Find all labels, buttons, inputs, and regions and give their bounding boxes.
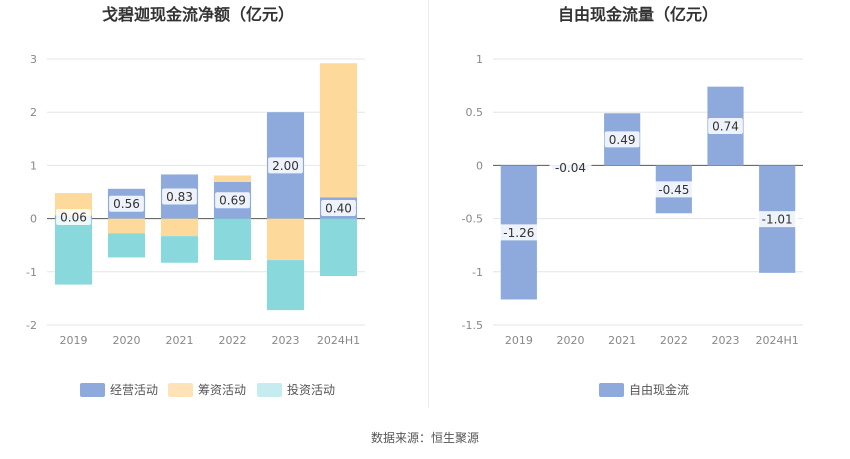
x-tick-label: 2022 bbox=[660, 334, 688, 347]
y-tick-label: -1 bbox=[26, 266, 37, 279]
data-label-bg bbox=[162, 188, 197, 205]
y-tick-label: 3 bbox=[30, 53, 37, 66]
bar-2 bbox=[213, 175, 252, 182]
legend-swatch bbox=[257, 383, 282, 397]
data-label: -0.45 bbox=[658, 183, 689, 197]
data-label: 0.40 bbox=[325, 201, 352, 215]
y-tick-label: 2 bbox=[30, 106, 37, 119]
bar-3 bbox=[266, 260, 305, 311]
bar-3 bbox=[107, 233, 146, 258]
data-label: -0.04 bbox=[555, 161, 586, 175]
legend-label: 筹资活动 bbox=[198, 383, 246, 397]
data-label-bg bbox=[652, 181, 695, 198]
data-label: -1.01 bbox=[762, 213, 793, 227]
y-tick-label: 0 bbox=[30, 213, 37, 226]
bar-3 bbox=[213, 218, 252, 261]
source-note: 数据来源：恒生聚源 bbox=[370, 431, 479, 445]
x-tick-label: 2019 bbox=[505, 334, 533, 347]
data-label-bg bbox=[549, 159, 592, 176]
y-tick-label: 0 bbox=[476, 159, 483, 172]
bar-3 bbox=[54, 218, 93, 285]
data-label-bg bbox=[497, 224, 540, 241]
y-tick-label: -1 bbox=[472, 266, 483, 279]
data-label: 0.49 bbox=[609, 133, 636, 147]
data-label-bg bbox=[756, 211, 799, 228]
x-tick-label: 2023 bbox=[712, 334, 740, 347]
bar-2 bbox=[160, 218, 199, 237]
x-tick-label: 2021 bbox=[608, 334, 636, 347]
data-label: 0.69 bbox=[219, 194, 246, 208]
y-tick-label: 1 bbox=[476, 53, 483, 66]
legend-label: 投资活动 bbox=[287, 382, 335, 397]
data-label: 0.74 bbox=[712, 120, 739, 134]
legend-swatch bbox=[80, 383, 105, 397]
data-label-bg bbox=[268, 157, 303, 174]
x-tick-label: 2024H1 bbox=[317, 334, 360, 347]
y-tick-label: -2 bbox=[26, 319, 37, 332]
y-tick-label: -0.5 bbox=[462, 213, 483, 226]
x-tick-label: 2020 bbox=[113, 334, 141, 347]
chart-title: 戈碧迦现金流净额（亿元） bbox=[102, 5, 294, 24]
chart-title: 自由现金流量（亿元） bbox=[558, 5, 718, 24]
panel-divider bbox=[428, 0, 429, 408]
y-tick-label: -1.5 bbox=[462, 319, 483, 332]
bar-2 bbox=[266, 218, 305, 261]
data-label: 2.00 bbox=[272, 159, 299, 173]
data-label-bg bbox=[604, 131, 640, 148]
legend-label: 经营活动 bbox=[110, 383, 158, 397]
bar-3 bbox=[319, 218, 358, 277]
y-tick-label: 1 bbox=[30, 159, 37, 172]
x-tick-label: 2021 bbox=[166, 334, 194, 347]
x-tick-label: 2023 bbox=[272, 334, 300, 347]
data-label: 0.83 bbox=[166, 190, 193, 204]
x-tick-label: 2020 bbox=[557, 334, 585, 347]
y-tick-label: 0.5 bbox=[466, 106, 484, 119]
x-tick-label: 2019 bbox=[60, 334, 88, 347]
bar-3 bbox=[160, 236, 199, 263]
legend-label: 自由现金流 bbox=[629, 382, 689, 397]
data-label: -1.26 bbox=[503, 226, 534, 240]
data-label: 0.06 bbox=[60, 211, 87, 225]
bar-2 bbox=[107, 218, 146, 234]
legend-swatch bbox=[168, 383, 193, 397]
x-tick-label: 2024H1 bbox=[756, 334, 799, 347]
data-label-bg bbox=[321, 199, 356, 216]
data-label-bg bbox=[109, 195, 144, 212]
bar-2 bbox=[319, 63, 358, 198]
data-label: 0.56 bbox=[113, 197, 140, 211]
data-label-bg bbox=[708, 118, 743, 135]
x-tick-label: 2022 bbox=[219, 334, 247, 347]
legend-swatch bbox=[599, 383, 624, 397]
data-label-bg bbox=[56, 209, 91, 226]
data-label-bg bbox=[215, 192, 250, 209]
